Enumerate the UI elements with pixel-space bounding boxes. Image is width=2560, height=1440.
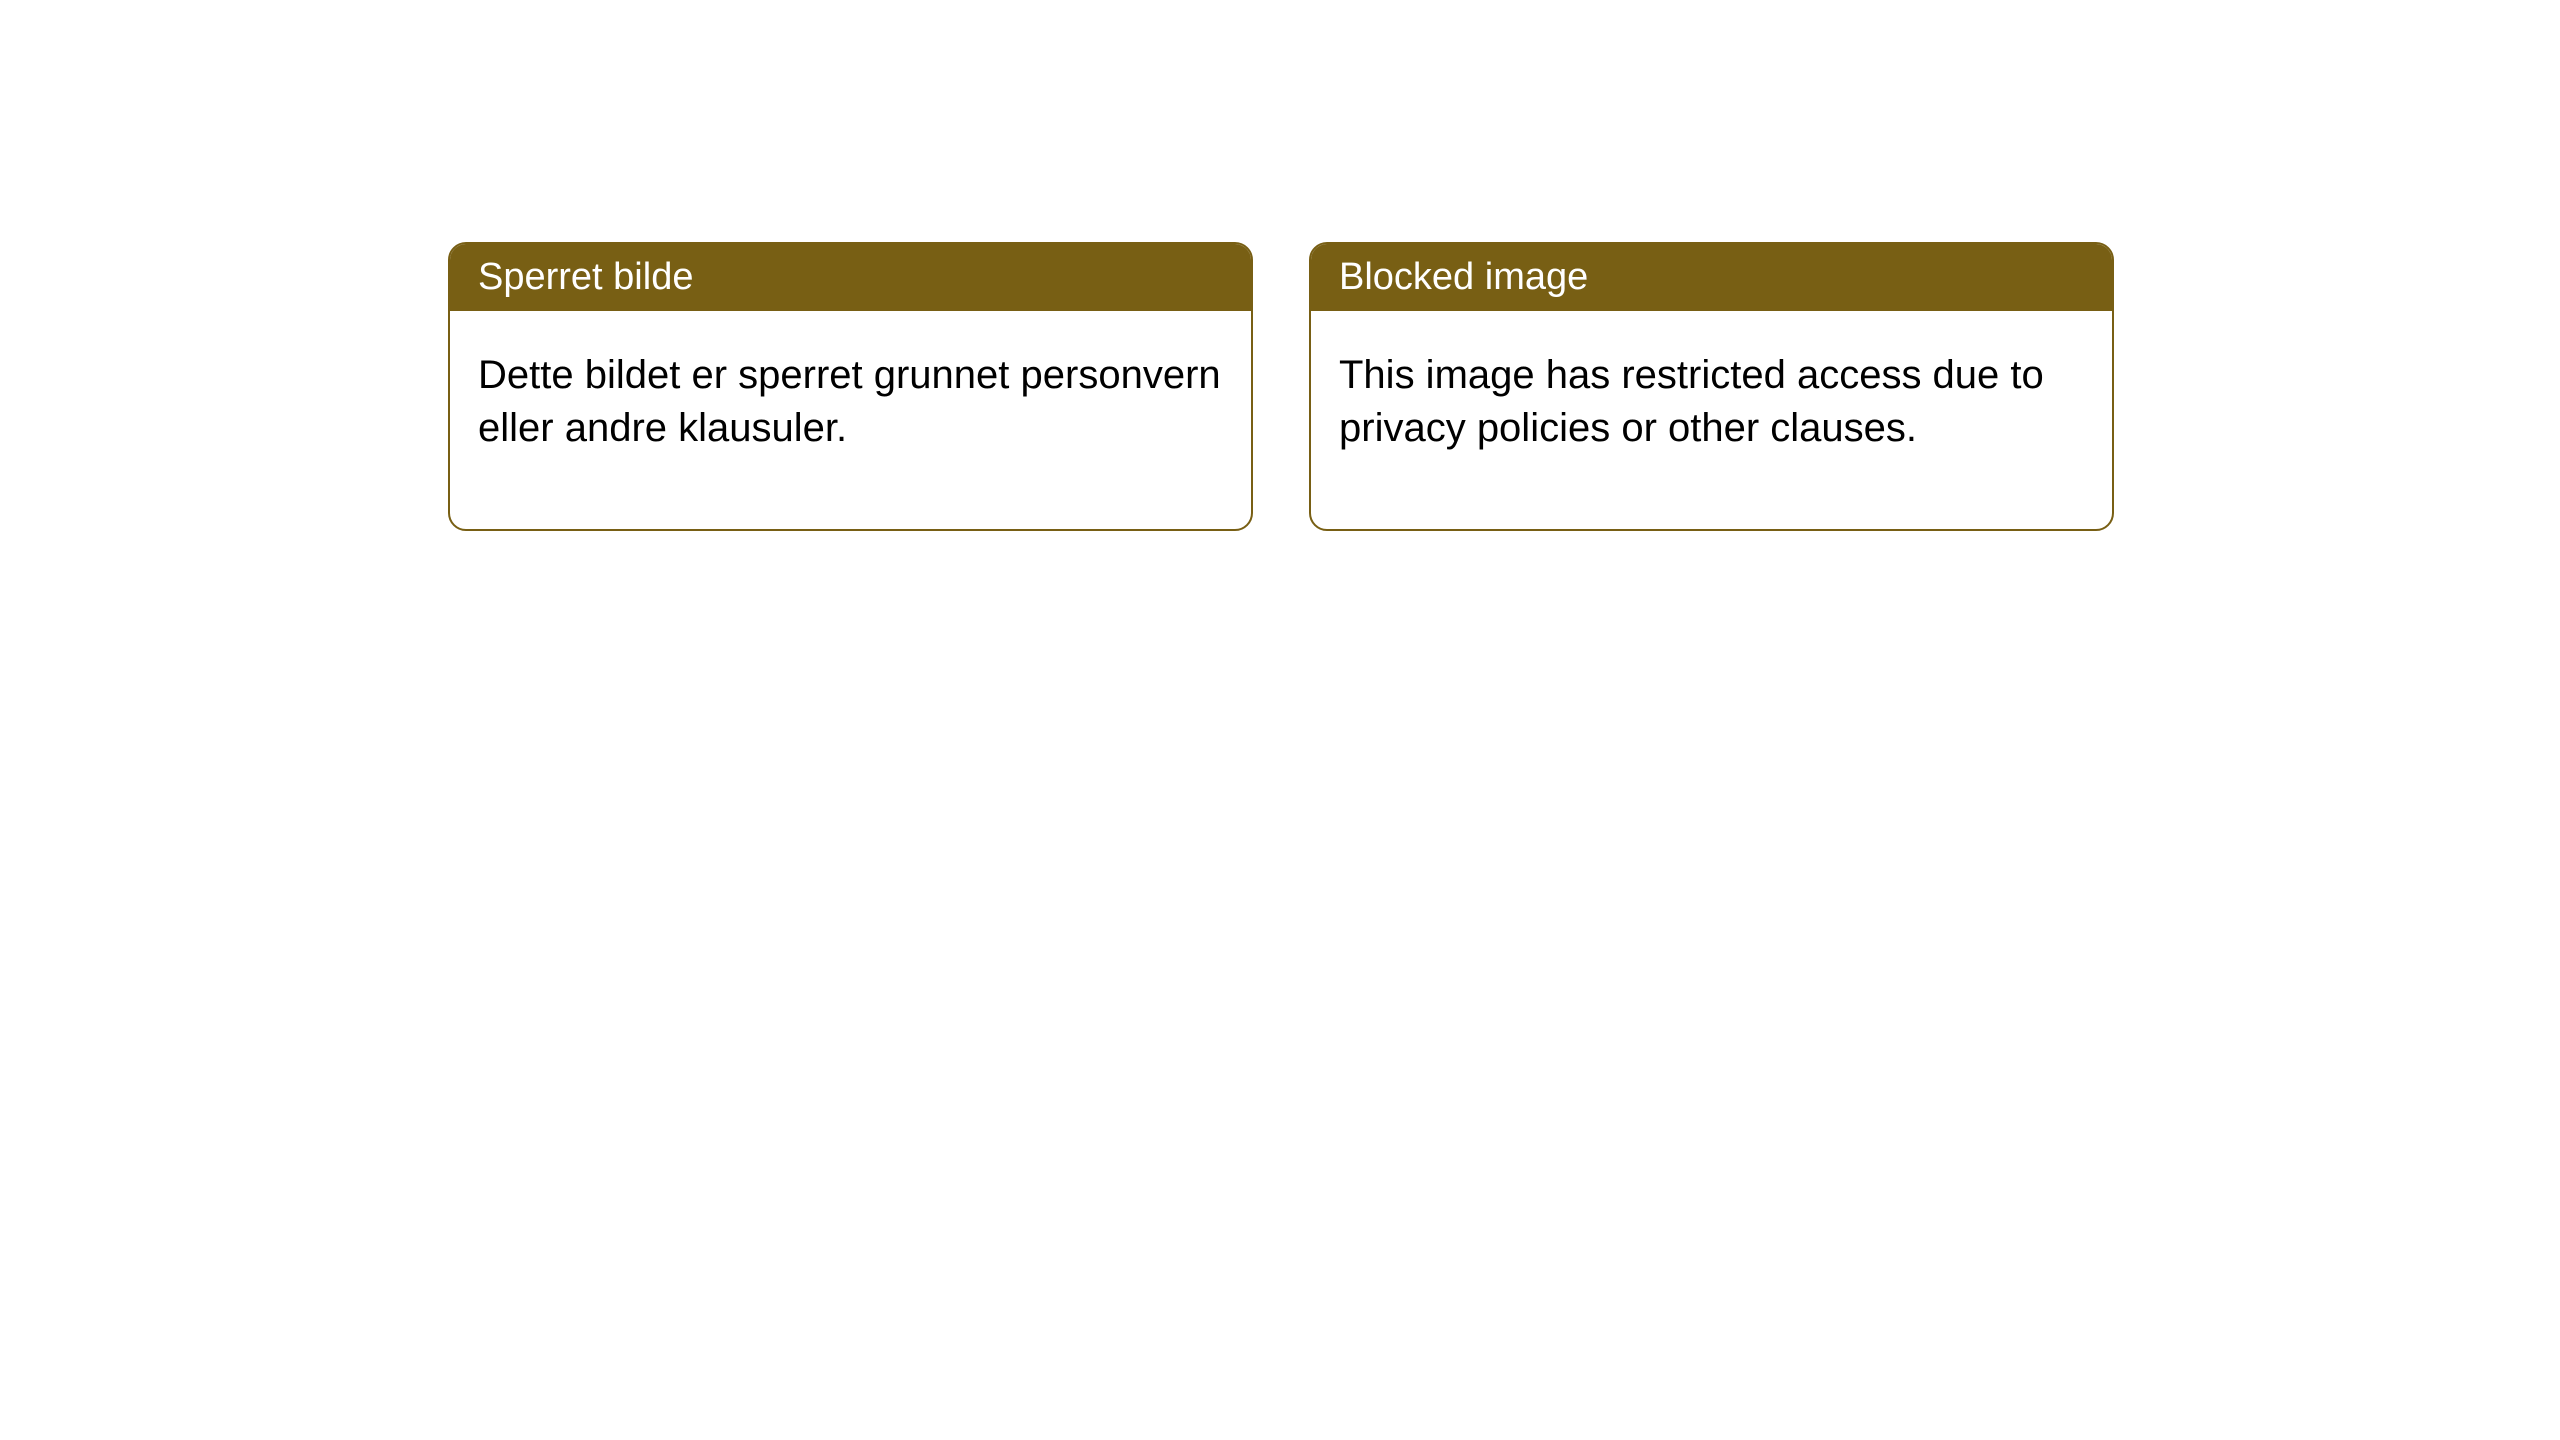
card-body-text: This image has restricted access due to … [1339, 353, 2044, 450]
card-title: Sperret bilde [478, 256, 693, 298]
info-card-english: Blocked image This image has restricted … [1309, 242, 2114, 531]
card-title: Blocked image [1339, 256, 1588, 298]
info-cards-container: Sperret bilde Dette bildet er sperret gr… [0, 0, 2560, 531]
card-body-text: Dette bildet er sperret grunnet personve… [478, 353, 1221, 450]
card-header-norwegian: Sperret bilde [450, 244, 1251, 311]
card-body-english: This image has restricted access due to … [1311, 311, 2112, 529]
card-body-norwegian: Dette bildet er sperret grunnet personve… [450, 311, 1251, 529]
card-header-english: Blocked image [1311, 244, 2112, 311]
info-card-norwegian: Sperret bilde Dette bildet er sperret gr… [448, 242, 1253, 531]
